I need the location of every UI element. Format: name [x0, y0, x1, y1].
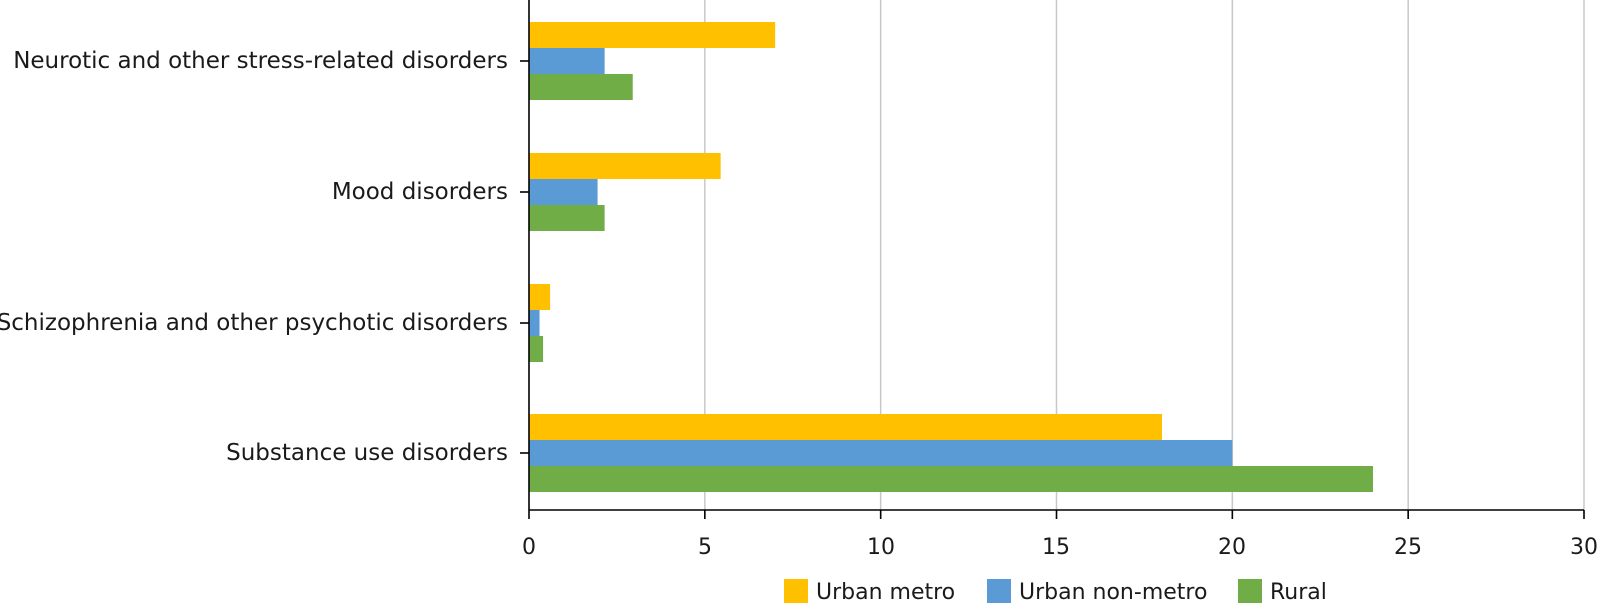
bar-urban-non-metro-1 [529, 179, 598, 205]
x-tick-label: 10 [867, 535, 895, 560]
legend-swatch-rural [1238, 579, 1262, 603]
category-labels: Neurotic and other stress-related disord… [0, 48, 508, 466]
legend-label: Urban metro [816, 580, 955, 605]
bar-urban-metro-0 [529, 22, 776, 48]
category-label: Schizophrenia and other psychotic disord… [0, 310, 508, 336]
bar-rural-0 [529, 74, 633, 100]
bar-urban-non-metro-3 [529, 440, 1233, 466]
bar-rural-2 [529, 336, 544, 362]
category-label: Substance use disorders [226, 440, 508, 466]
bar-urban-non-metro-2 [529, 310, 540, 336]
bar-urban-metro-3 [529, 414, 1162, 440]
axes [520, 0, 1585, 519]
bar-rural-1 [529, 205, 605, 231]
bar-rural-3 [529, 466, 1373, 492]
x-tick-label: 30 [1570, 535, 1598, 560]
legend-label: Urban non-metro [1019, 580, 1207, 605]
category-label: Neurotic and other stress-related disord… [13, 48, 508, 74]
x-tick-label: 15 [1042, 535, 1070, 560]
bars [529, 22, 1373, 492]
bar-urban-non-metro-0 [529, 48, 605, 74]
x-tick-label: 0 [522, 535, 536, 560]
legend-swatch-urban-non-metro [987, 579, 1011, 603]
x-tick-label: 25 [1394, 535, 1422, 560]
legend: Urban metro Urban non-metro Rural [784, 579, 1327, 605]
x-tick-label: 20 [1218, 535, 1246, 560]
x-tick-labels: 0 5 10 15 20 25 30 [522, 535, 1598, 560]
category-label: Mood disorders [332, 179, 508, 205]
bar-urban-metro-1 [529, 153, 721, 179]
x-tick-label: 5 [698, 535, 712, 560]
legend-swatch-urban-metro [784, 579, 808, 603]
bar-urban-metro-2 [529, 284, 551, 310]
legend-label: Rural [1270, 580, 1327, 605]
